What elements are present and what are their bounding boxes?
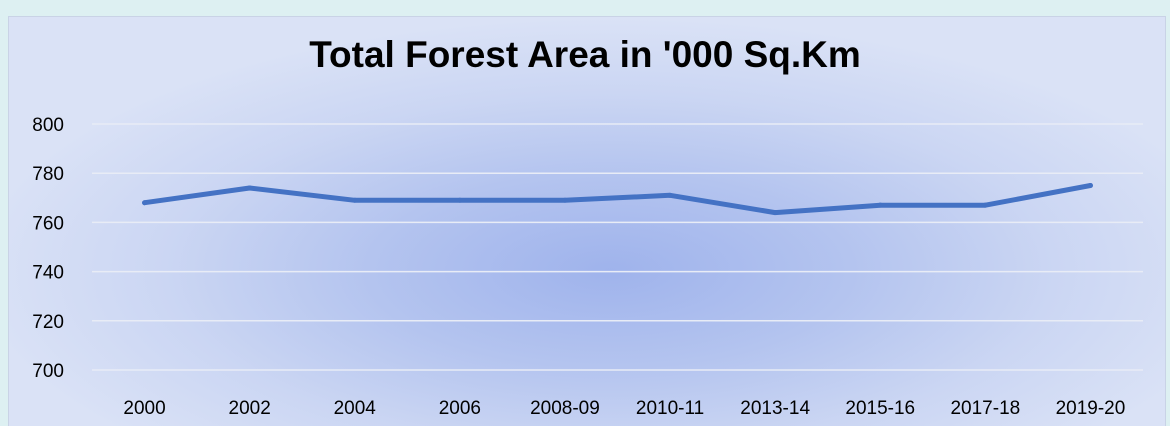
y-tick-label: 720 — [32, 312, 64, 333]
x-tick-label: 2019-20 — [1056, 398, 1126, 419]
x-tick-label: 2017-18 — [950, 398, 1020, 419]
chart-area — [8, 16, 1166, 426]
data-point — [457, 197, 463, 203]
x-tick-label: 2002 — [229, 398, 271, 419]
y-tick-label: 780 — [32, 164, 64, 185]
data-point — [142, 200, 148, 206]
chart-title: Total Forest Area in '000 Sq.Km — [309, 34, 861, 75]
x-tick-label: 2006 — [439, 398, 481, 419]
data-point — [877, 202, 883, 208]
series-group — [142, 183, 1093, 216]
x-tick-label: 2004 — [334, 398, 377, 419]
data-point — [772, 210, 778, 216]
x-tick-label: 2008-09 — [530, 398, 600, 419]
data-point — [562, 197, 568, 203]
x-tick-label: 2013-14 — [740, 398, 810, 419]
y-tick-label: 800 — [32, 115, 64, 136]
y-tick-label: 740 — [32, 263, 64, 284]
gridlines — [92, 123, 1143, 371]
y-tick-label: 760 — [32, 213, 64, 234]
x-axis-ticks: 2000 2002 2004 2006 2008-09 2010-11 2013-14 201… — [123, 398, 1125, 419]
x-tick-label: 2000 — [123, 398, 165, 419]
data-point — [352, 197, 358, 203]
y-axis-ticks: 800 780 760 740 720 700 — [32, 115, 64, 382]
series-line — [142, 183, 1093, 216]
data-point — [982, 202, 988, 208]
data-point — [667, 192, 673, 198]
y-tick-label: 700 — [32, 361, 64, 382]
data-point — [1087, 183, 1093, 188]
x-tick-label: 2015-16 — [845, 398, 915, 419]
x-tick-label: 2010-11 — [636, 398, 704, 419]
data-point — [247, 185, 253, 191]
